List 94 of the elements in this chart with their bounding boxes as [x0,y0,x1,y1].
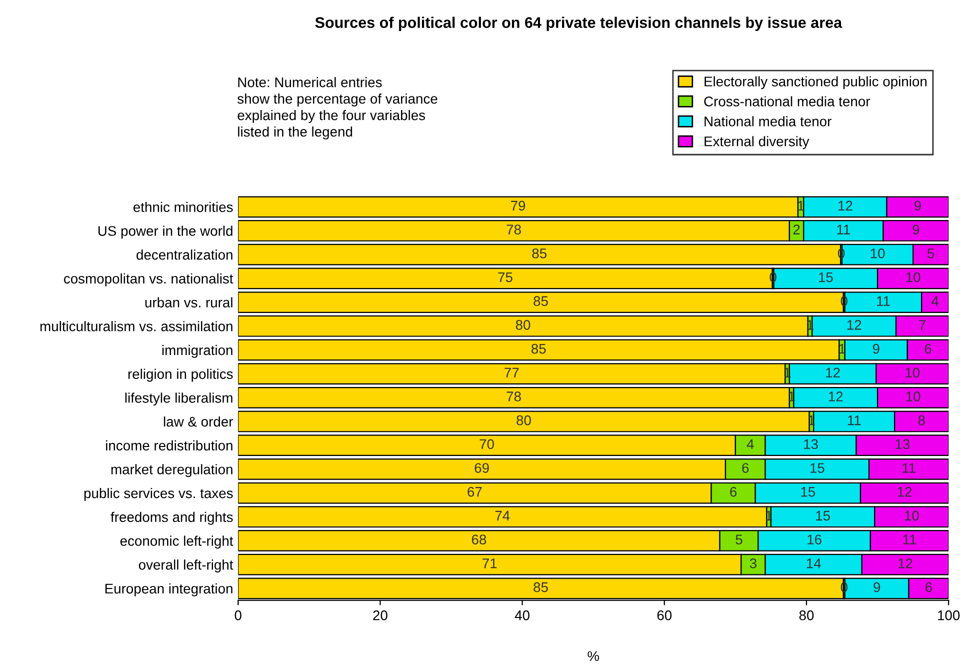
data-label: 71 [482,558,497,568]
data-label: 13 [804,439,818,450]
data-label: 0 [770,272,776,282]
y-tick-label: immigration [162,344,232,358]
data-label: 10 [906,272,920,282]
data-label: 12 [828,392,843,402]
data-label: 78 [506,392,521,402]
data-label: 5 [928,248,934,258]
y-tick-label: lifestyle liberalism [125,392,232,406]
data-label: 69 [474,463,489,473]
data-label: 4 [932,296,939,306]
chart-title: Sources of political color on 64 private television channels by issue area [315,16,842,31]
data-label: 2 [793,224,800,234]
y-tick-label: market deregulation [111,464,232,478]
data-label: 11 [837,224,850,234]
data-label: 15 [810,463,824,473]
data-label: 15 [819,272,833,282]
y-tick-label: overall left-right [138,560,234,572]
y-tick-label: cosmopolitan vs. nationalist [64,273,234,286]
data-label: 15 [801,487,816,497]
data-label: 74 [495,510,510,520]
data-label: 6 [730,486,737,497]
legend-label: Cross-national media tenor [704,96,870,106]
data-label: 70 [480,439,494,450]
data-label: 80 [516,415,531,426]
y-tick-label: decentralization [136,250,232,260]
data-label: 7 [919,320,926,330]
y-tick-label: freedoms and rights [110,512,233,525]
legend-label: Electorally sanctioned public opinion [704,76,927,90]
y-tick-label: economic left-right [120,536,234,549]
y-tick-label: urban vs. rural [145,297,232,308]
data-label: 12 [826,368,840,378]
data-label: 75 [498,272,512,282]
x-tick-label: 100 [938,610,960,620]
data-label: 13 [896,439,910,450]
legend-label: External diversity [704,136,810,150]
data-label: 80 [516,320,530,330]
data-label: 12 [898,558,912,568]
y-tick-label: religion in politics [128,368,233,382]
data-label: 15 [816,510,830,521]
data-label: 11 [902,463,916,473]
data-label: 9 [872,344,880,354]
data-label: 1 [808,416,815,426]
data-label: 0 [840,582,848,592]
data-label: 85 [532,248,546,258]
data-label: 11 [848,416,861,426]
data-label: 9 [914,200,921,211]
data-label: 0 [838,248,845,258]
data-label: 1 [788,392,795,402]
data-label: 12 [847,320,862,330]
text: Note: Numerical entries show the percentage of variance explained by the four variables listed in the legend [238,77,438,140]
data-label: 8 [918,415,925,426]
data-label: 6 [742,463,749,473]
x-tick-label: 20 [373,610,388,620]
y-tick-label: European integration [105,583,232,596]
data-label: 4 [746,439,754,449]
data-label: 68 [472,534,486,544]
data-label: 6 [924,344,932,354]
y-tick-label: law & order [164,416,234,427]
data-label: 10 [870,248,885,258]
data-label: 0 [840,296,848,306]
x-tick-label: 40 [514,610,530,620]
data-label: 3 [750,558,756,568]
data-label: 11 [903,534,916,544]
data-label: 78 [506,224,521,234]
data-label: 79 [511,200,526,211]
data-label: 5 [736,534,742,544]
data-label: 1 [807,320,814,330]
data-label: 85 [532,344,546,354]
data-label: 10 [904,510,919,521]
data-label: 9 [874,582,880,592]
data-label: 85 [534,582,548,592]
data-label: 12 [838,200,852,210]
x-tick-label: 80 [799,610,814,620]
y-tick-label: income redistribution [106,440,232,451]
data-label: 6 [926,582,932,592]
data-label: 12 [898,486,912,497]
legend-label: National media tenor [704,116,832,126]
data-label: 85 [534,296,548,306]
y-tick-label: US power in the world [98,226,232,239]
x-tick-label: 60 [657,610,672,620]
data-label: 9 [912,224,920,234]
y-tick-label: multiculturalism vs. assimilation [40,321,232,332]
y-tick-label: public services vs. taxes [84,488,233,501]
data-label: 77 [504,368,519,378]
data-label: 16 [808,534,822,544]
data-label: 10 [906,392,920,402]
data-label: 14 [806,558,821,568]
y-tick-label: ethnic minorities [133,202,233,212]
data-label: 10 [906,368,920,378]
x-tick-label: 0 [234,610,242,620]
data-label: 11 [877,296,890,306]
data-label: 67 [468,486,482,497]
x-axis-title: % [588,651,600,661]
